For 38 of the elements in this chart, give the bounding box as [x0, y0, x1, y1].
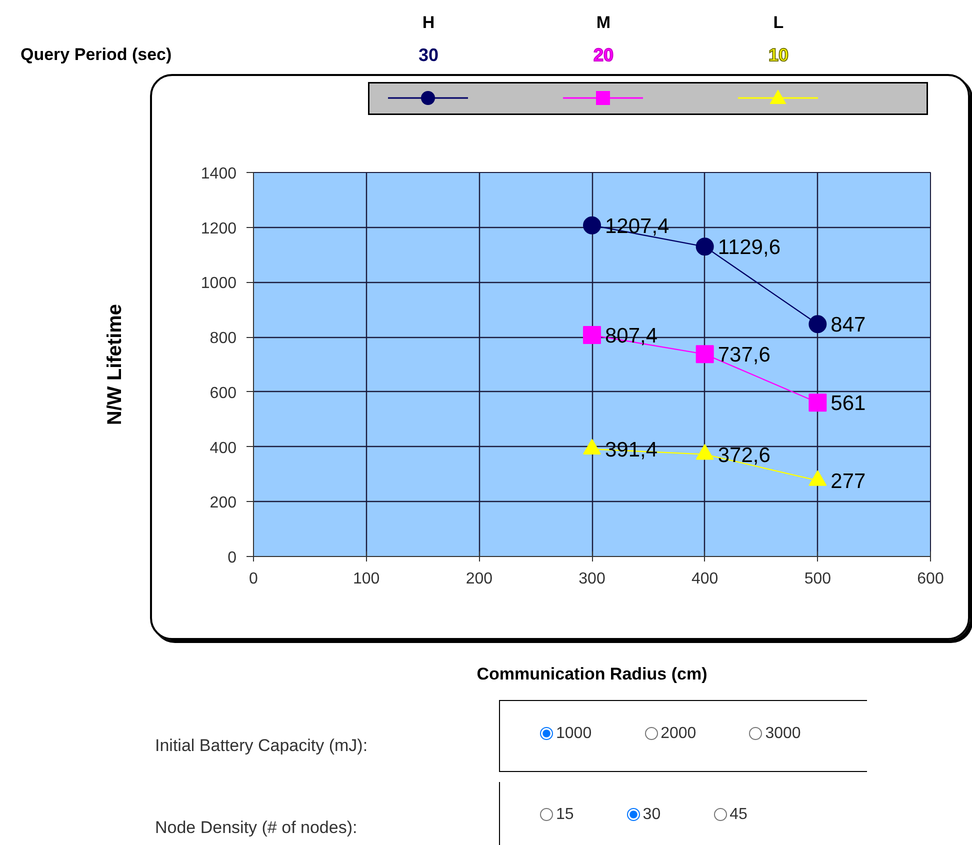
- data-label: 1129,6: [718, 236, 781, 260]
- x-tick-label: 100: [352, 570, 380, 588]
- text: H: [422, 13, 435, 32]
- text: M: [596, 13, 611, 32]
- y-tick-label: 600: [210, 384, 237, 402]
- text: 45: [730, 806, 748, 823]
- y-tick-label: 0: [228, 550, 237, 566]
- data-label: 372,6: [718, 444, 770, 467]
- text: 2000: [660, 725, 696, 742]
- x-tick-label: 400: [691, 570, 718, 588]
- y-tick-label: 200: [210, 494, 237, 512]
- text: 1000: [556, 725, 592, 742]
- y-tick-label: 1400: [200, 166, 237, 182]
- text: Node Density (# of nodes):: [155, 817, 358, 839]
- y-tick-label: 800: [210, 330, 237, 348]
- x-axis-title: Communication Radius (cm): [476, 664, 708, 684]
- y-tick-label: 400: [210, 440, 237, 457]
- legend-title: Query Period (sec): [20, 45, 172, 64]
- text: L: [773, 13, 784, 32]
- x-tick-label: 600: [917, 570, 944, 588]
- text: 15: [556, 806, 574, 823]
- y-axis-title: N/W Lifetime: [104, 304, 126, 426]
- x-tick-label: 500: [804, 570, 832, 588]
- x-tick-label: 0: [249, 570, 258, 588]
- data-label: 561: [830, 392, 866, 416]
- data-label: 737,6: [718, 344, 770, 367]
- text: 30: [642, 806, 661, 823]
- text: 30: [418, 45, 439, 65]
- y-tick-label: 1000: [200, 275, 237, 292]
- text: 20: [593, 45, 614, 65]
- text: Initial Battery Capacity (mJ):: [155, 735, 368, 757]
- x-tick-label: 300: [578, 570, 606, 588]
- y-tick-label: 1200: [200, 220, 237, 238]
- data-label: 847: [830, 314, 866, 337]
- x-tick-label: 200: [466, 570, 493, 588]
- text: 3000: [765, 725, 801, 742]
- text: 10: [768, 45, 789, 65]
- data-label: 277: [830, 470, 866, 494]
